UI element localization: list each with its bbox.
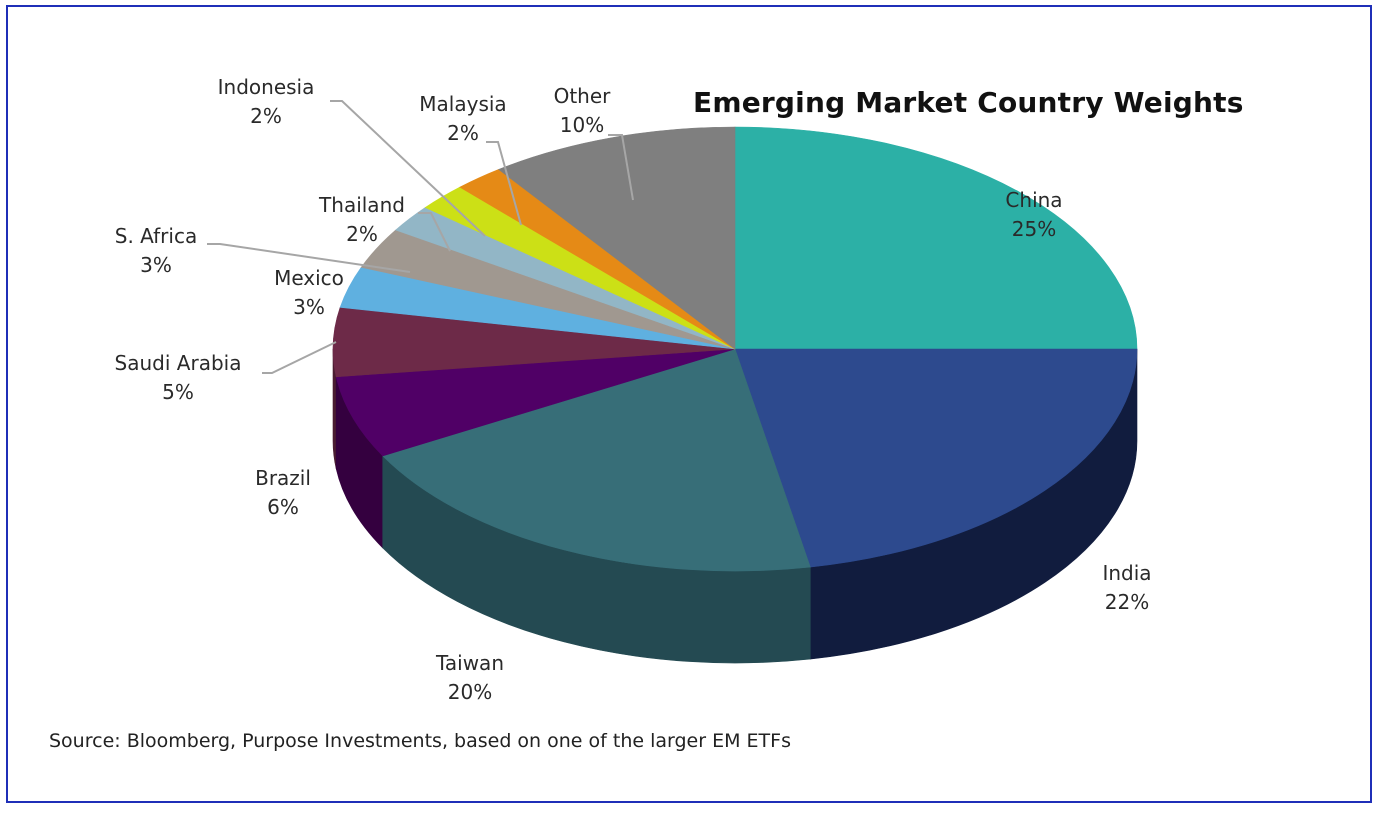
leader-line-indonesia [330, 100, 486, 237]
label-value-malaysia: 2% [447, 121, 479, 145]
leader-line-malaysia [486, 141, 522, 226]
label-value-mexico: 3% [293, 295, 325, 319]
pie-slice-china [734, 126, 1138, 350]
leader-line-other [608, 134, 634, 201]
label-name-thailand: Thailand [318, 193, 405, 217]
pie-slice-india [734, 348, 1138, 568]
leader-line-s-africa [207, 243, 411, 273]
label-value-brazil: 6% [267, 495, 299, 519]
label-name-brazil: Brazil [255, 466, 311, 490]
leader-line-thailand [418, 212, 451, 252]
source-note: Source: Bloomberg, Purpose Investments, … [49, 730, 791, 752]
label-leaders [207, 100, 634, 374]
label-name-mexico: Mexico [274, 266, 344, 290]
pie-sides [332, 348, 1138, 664]
leader-line-saudi-arabia [262, 341, 337, 374]
pie-slice-brazil [335, 348, 736, 457]
label-value-other: 10% [560, 113, 604, 137]
pie-slice-taiwan [382, 348, 811, 572]
chart-title: Emerging Market Country Weights [693, 86, 1244, 119]
pie-tops [332, 126, 1138, 572]
label-value-india: 22% [1105, 590, 1149, 614]
label-name-saudi-arabia: Saudi Arabia [115, 351, 242, 375]
label-name-malaysia: Malaysia [419, 92, 506, 116]
label-name-india: India [1102, 561, 1151, 585]
label-value-s-africa: 3% [140, 253, 172, 277]
label-value-saudi-arabia: 5% [162, 380, 194, 404]
label-name-china: China [1005, 188, 1062, 212]
label-name-indonesia: Indonesia [218, 75, 315, 99]
slice-labels: China 25% India 22% Taiwan 20% Brazil 6% Saudi A… [115, 75, 1152, 704]
label-value-indonesia: 2% [250, 104, 282, 128]
label-value-china: 25% [1012, 217, 1056, 241]
label-value-thailand: 2% [346, 222, 378, 246]
label-name-taiwan: Taiwan [435, 651, 504, 675]
label-value-taiwan: 20% [448, 680, 492, 704]
label-name-s-africa: S. Africa [115, 224, 197, 248]
label-name-other: Other [554, 84, 612, 108]
pie-slice-other [498, 126, 736, 350]
